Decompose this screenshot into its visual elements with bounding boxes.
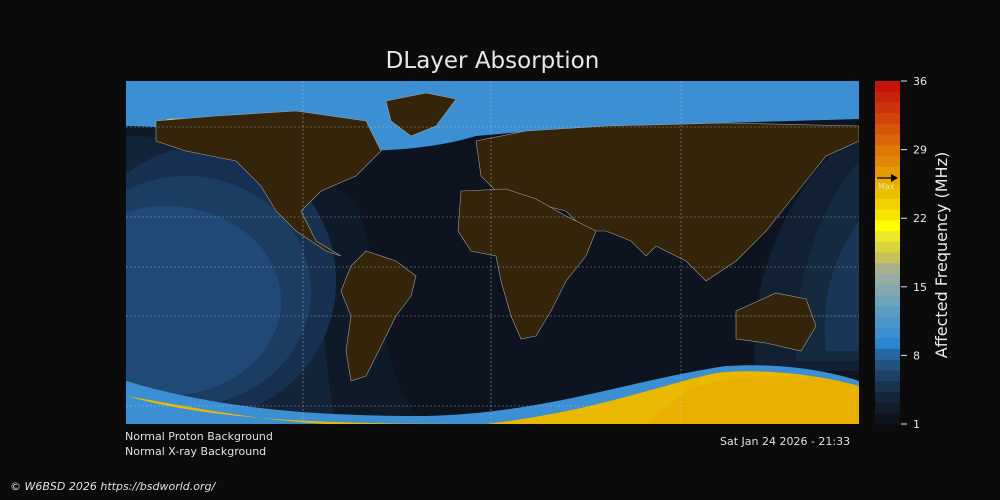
- colorbar-cell: [875, 316, 900, 329]
- absorption-map: [126, 81, 859, 424]
- colorbar-cell: [875, 231, 900, 243]
- colorbar-cell: [875, 220, 900, 232]
- colorbar-label: Affected Frequency (MHz): [932, 152, 951, 358]
- colorbar-cell: [875, 413, 900, 425]
- colorbar-cell: [875, 295, 900, 307]
- xray-status: Normal X-ray Background: [125, 445, 267, 458]
- colorbar-cell: [875, 113, 900, 125]
- colorbar-cell: [875, 177, 900, 189]
- colorbar-cell: [875, 370, 900, 382]
- proton-status: Normal Proton Background: [125, 430, 273, 443]
- colorbar-cell: [875, 123, 900, 136]
- greenland: [385, 92, 457, 137]
- max-label: Max: [878, 182, 895, 191]
- chart-title: DLayer Absorption: [385, 48, 600, 74]
- colorbar-cell: [875, 102, 900, 114]
- south-yellow-core: [646, 375, 859, 424]
- colorbar-ticks: 36 29 22 15 8 1: [901, 75, 927, 431]
- colorbar-cell: [875, 166, 900, 178]
- colorbar-cell: [875, 81, 900, 93]
- colorbar-cell: [875, 91, 900, 103]
- colorbar-cell: [875, 263, 900, 275]
- max-arrow-icon: [891, 174, 898, 182]
- colorbar-cell: [875, 188, 900, 200]
- colorbar-cells: [875, 81, 900, 425]
- colorbar-cell: [875, 359, 900, 371]
- colorbar-tick-label: 1: [913, 418, 920, 431]
- max-marker: Max: [877, 174, 898, 191]
- colorbar-cell: [875, 145, 900, 157]
- north-america: [155, 110, 382, 257]
- colorbar-cell: [875, 338, 900, 350]
- colorbar-cell: [875, 252, 900, 264]
- colorbar-cell: [875, 381, 900, 393]
- contour-band-5: [126, 206, 281, 396]
- colorbar-tick-label: 36: [913, 75, 927, 88]
- colorbar-cell: [875, 327, 900, 339]
- africa: [457, 188, 597, 340]
- graticule: [126, 81, 859, 424]
- colorbar-cell: [875, 284, 900, 296]
- colorbar-cell: [875, 273, 900, 286]
- colorbar: 36 29 22 15 8 1 Max Affected Frequency (MHz): [875, 75, 951, 431]
- colorbar-cell: [875, 241, 900, 253]
- colorbar-cell: [875, 198, 900, 211]
- colorbar-tick-label: 22: [913, 212, 927, 225]
- colorbar-cell: [875, 391, 900, 404]
- colorbar-cell: [875, 134, 900, 146]
- colorbar-cell: [875, 209, 900, 221]
- timestamp: Sat Jan 24 2026 - 21:33: [720, 435, 851, 448]
- colorbar-cell: [875, 306, 900, 318]
- australia: [735, 292, 817, 352]
- colorbar-cell: [875, 402, 900, 414]
- colorbar-cell: [875, 156, 900, 168]
- colorbar-tick-label: 8: [913, 349, 920, 362]
- colorbar-cell: [875, 348, 900, 361]
- contour-right-3: [824, 221, 859, 351]
- copyright-footer: © W6BSD 2026 https://bsdworld.org/: [10, 480, 216, 493]
- colorbar-tick-label: 29: [913, 144, 927, 157]
- colorbar-tick-label: 15: [913, 281, 927, 294]
